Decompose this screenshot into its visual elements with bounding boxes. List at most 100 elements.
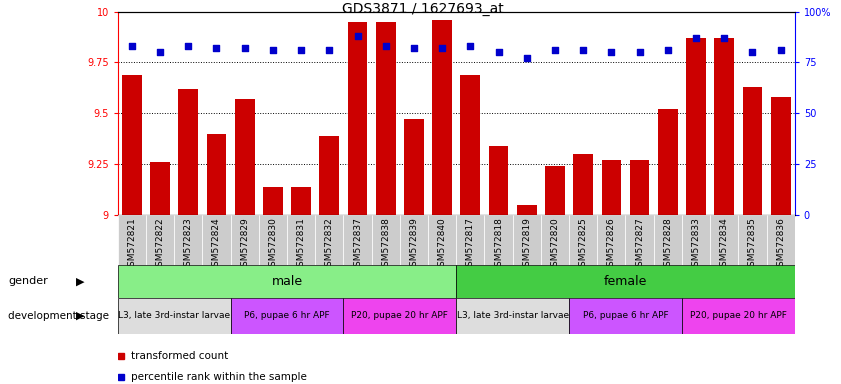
Point bbox=[774, 47, 787, 53]
Bar bbox=[230, 298, 343, 334]
Text: GSM572830: GSM572830 bbox=[268, 217, 278, 272]
Bar bbox=[574, 154, 593, 215]
Text: transformed count: transformed count bbox=[131, 351, 229, 361]
Bar bbox=[597, 215, 626, 265]
Bar bbox=[235, 99, 255, 215]
Text: GSM572825: GSM572825 bbox=[579, 217, 588, 272]
Text: P6, pupae 6 hr APF: P6, pupae 6 hr APF bbox=[583, 311, 669, 320]
Text: gender: gender bbox=[8, 276, 48, 286]
Bar bbox=[263, 187, 283, 215]
Bar bbox=[122, 74, 142, 215]
Bar bbox=[541, 215, 569, 265]
Text: GSM572834: GSM572834 bbox=[720, 217, 728, 272]
Bar bbox=[174, 215, 203, 265]
Text: male: male bbox=[272, 275, 303, 288]
Bar bbox=[376, 22, 395, 215]
Point bbox=[407, 45, 420, 51]
Bar bbox=[151, 162, 170, 215]
Point bbox=[548, 47, 562, 53]
Bar bbox=[343, 215, 372, 265]
Text: GSM572826: GSM572826 bbox=[607, 217, 616, 272]
Bar bbox=[770, 97, 791, 215]
Point bbox=[436, 45, 449, 51]
Bar bbox=[456, 215, 484, 265]
Bar bbox=[287, 215, 315, 265]
Bar bbox=[484, 215, 513, 265]
Bar bbox=[569, 298, 682, 334]
Text: GSM572832: GSM572832 bbox=[325, 217, 334, 272]
Text: ▶: ▶ bbox=[76, 311, 84, 321]
Bar bbox=[513, 215, 541, 265]
Text: GSM572836: GSM572836 bbox=[776, 217, 785, 272]
Bar bbox=[456, 265, 795, 298]
Text: GSM572824: GSM572824 bbox=[212, 217, 221, 272]
Bar bbox=[178, 89, 198, 215]
Bar bbox=[545, 166, 565, 215]
Bar bbox=[461, 74, 480, 215]
Point bbox=[633, 49, 647, 55]
Text: GSM572840: GSM572840 bbox=[437, 217, 447, 272]
Bar bbox=[517, 205, 537, 215]
Point bbox=[717, 35, 731, 41]
Text: GSM572822: GSM572822 bbox=[156, 217, 165, 272]
Text: GSM572837: GSM572837 bbox=[353, 217, 362, 272]
Bar bbox=[653, 215, 682, 265]
Text: GSM572821: GSM572821 bbox=[127, 217, 136, 272]
Text: ▶: ▶ bbox=[76, 276, 84, 286]
Point bbox=[125, 43, 139, 49]
Text: GSM572817: GSM572817 bbox=[466, 217, 475, 272]
Bar bbox=[404, 119, 424, 215]
Text: L3, late 3rd-instar larvae: L3, late 3rd-instar larvae bbox=[457, 311, 569, 320]
Text: GSM572831: GSM572831 bbox=[297, 217, 305, 272]
Bar bbox=[428, 215, 456, 265]
Bar bbox=[372, 215, 399, 265]
Text: percentile rank within the sample: percentile rank within the sample bbox=[131, 372, 307, 382]
Bar bbox=[569, 215, 597, 265]
Bar bbox=[489, 146, 509, 215]
Bar bbox=[118, 265, 456, 298]
Point bbox=[238, 45, 251, 51]
Point bbox=[605, 49, 618, 55]
Text: GSM572823: GSM572823 bbox=[184, 217, 193, 272]
Point bbox=[323, 47, 336, 53]
Text: GSM572838: GSM572838 bbox=[381, 217, 390, 272]
Point bbox=[182, 43, 195, 49]
Text: P6, pupae 6 hr APF: P6, pupae 6 hr APF bbox=[244, 311, 330, 320]
Bar bbox=[630, 160, 649, 215]
Point bbox=[294, 47, 308, 53]
Text: GSM572835: GSM572835 bbox=[748, 217, 757, 272]
Text: GSM572828: GSM572828 bbox=[664, 217, 672, 272]
Text: development stage: development stage bbox=[8, 311, 109, 321]
Point bbox=[746, 49, 759, 55]
Bar bbox=[146, 215, 174, 265]
Bar bbox=[686, 38, 706, 215]
Bar bbox=[743, 87, 762, 215]
Bar bbox=[710, 215, 738, 265]
Text: GDS3871 / 1627693_at: GDS3871 / 1627693_at bbox=[341, 2, 503, 16]
Point bbox=[351, 33, 364, 39]
Text: P20, pupae 20 hr APF: P20, pupae 20 hr APF bbox=[352, 311, 448, 320]
Bar bbox=[315, 215, 343, 265]
Bar bbox=[601, 160, 621, 215]
Text: female: female bbox=[604, 275, 648, 288]
Bar bbox=[230, 215, 259, 265]
Bar bbox=[432, 20, 452, 215]
Text: GSM572833: GSM572833 bbox=[691, 217, 701, 272]
Point bbox=[690, 35, 703, 41]
Bar bbox=[347, 22, 368, 215]
Bar bbox=[399, 215, 428, 265]
Bar bbox=[207, 134, 226, 215]
Bar bbox=[456, 298, 569, 334]
Bar bbox=[738, 215, 766, 265]
Point bbox=[661, 47, 674, 53]
Bar bbox=[658, 109, 678, 215]
Bar bbox=[291, 187, 311, 215]
Point bbox=[520, 55, 533, 61]
Point bbox=[576, 47, 590, 53]
Bar bbox=[626, 215, 653, 265]
Bar bbox=[682, 298, 795, 334]
Point bbox=[153, 49, 167, 55]
Bar bbox=[118, 298, 230, 334]
Text: GSM572827: GSM572827 bbox=[635, 217, 644, 272]
Text: GSM572820: GSM572820 bbox=[551, 217, 559, 272]
